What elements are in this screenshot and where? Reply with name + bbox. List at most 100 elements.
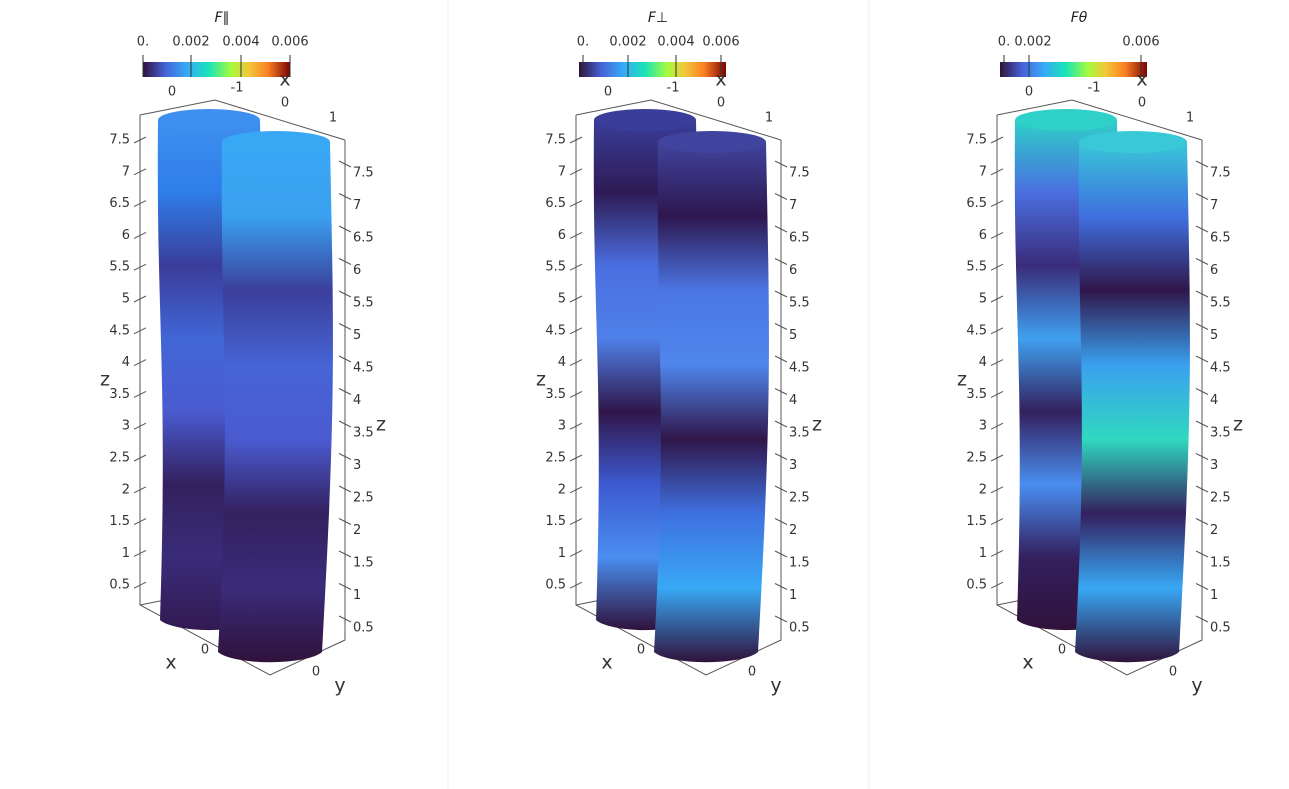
z-tick-label: 0.5 [353, 621, 374, 636]
z-tick-label: 2.5 [789, 491, 810, 506]
axis-tick [990, 454, 1004, 462]
axis-tick [774, 323, 788, 330]
axis-label: x [715, 69, 726, 91]
axis-tick [338, 160, 352, 168]
z-tick-label: 7 [979, 164, 987, 179]
z-tick-label: 4.5 [789, 361, 810, 376]
z-tick-label: 5 [353, 328, 361, 343]
z-tick-label: 1.5 [1210, 556, 1231, 571]
axis-label: z [536, 369, 546, 391]
z-tick-label: 5 [558, 292, 566, 307]
tube-surface [218, 142, 333, 663]
axis-tick [338, 518, 352, 525]
axis-tick [569, 136, 583, 144]
z-tick-label: 4.5 [1210, 361, 1231, 376]
axis-label: z [812, 414, 822, 436]
z-tick-label: 6.5 [789, 231, 810, 246]
z-tick-label: 1 [353, 588, 361, 603]
axis-tick-label: 0 [604, 85, 612, 100]
colorbar-tick-label: 0.002 [609, 35, 646, 50]
z-tick-label: 3 [122, 419, 130, 434]
colorbar-tick-label: 0.006 [702, 35, 739, 50]
colorbar-tick-label: 0.002 [1014, 35, 1051, 50]
z-tick-label: 1 [558, 546, 566, 561]
axis-tick [569, 518, 583, 526]
axis-tick [338, 615, 352, 623]
z-tick-label: 1.5 [789, 556, 810, 571]
z-tick-label: 2 [979, 482, 987, 497]
z-tick-label: 3.5 [966, 387, 987, 402]
axis-tick [569, 327, 583, 335]
axis-tick [990, 200, 1004, 208]
z-tick-label: 2 [558, 482, 566, 497]
z-tick-label: 7 [122, 164, 130, 179]
axis-tick [990, 231, 1004, 239]
z-tick-label: 2.5 [966, 451, 987, 466]
z-tick-label: 4 [1210, 393, 1218, 408]
axis-tick [569, 454, 583, 462]
z-tick-label: 6 [122, 228, 130, 243]
z-tick-label: 4.5 [109, 323, 130, 338]
axis-tick-label: 0 [201, 643, 209, 658]
axis-tick [133, 231, 147, 239]
axis-tick [569, 581, 583, 589]
axis-label: z [376, 414, 386, 436]
axis-tick [338, 388, 352, 395]
z-tick-label: 6.5 [966, 196, 987, 211]
axis-tick [133, 486, 147, 494]
axis-tick [133, 327, 147, 335]
axis-tick-label: 0 [312, 665, 320, 680]
axis-tick [990, 136, 1004, 144]
z-tick-label: 5 [789, 328, 797, 343]
axis-tick [338, 485, 352, 493]
z-tick-label: 4 [353, 393, 361, 408]
z-tick-label: 7 [353, 198, 361, 213]
axis-tick [990, 168, 1004, 176]
axis-tick [1195, 550, 1209, 558]
colorbar-tick-label: 0. [998, 35, 1010, 50]
z-tick-label: 7.5 [1210, 166, 1231, 181]
axis-tick [133, 518, 147, 526]
z-tick-label: 7.5 [966, 133, 987, 148]
axis-tick [774, 615, 788, 623]
axis-tick [990, 518, 1004, 526]
axis-tick [1195, 615, 1209, 623]
z-tick-label: 3.5 [545, 387, 566, 402]
z-tick-label: 4.5 [545, 323, 566, 338]
axis-tick [133, 295, 147, 303]
z-tick-label: 2.5 [545, 451, 566, 466]
z-tick-label: 0.5 [1210, 621, 1231, 636]
axis-tick [1195, 583, 1209, 590]
axis-label: x [1022, 652, 1033, 674]
z-tick-label: 0.5 [966, 578, 987, 593]
tube-surface [654, 142, 769, 663]
axis-tick [1195, 193, 1209, 200]
z-tick-label: 2 [789, 523, 797, 538]
axis-tick [774, 193, 788, 200]
panel: F⊥ 0. 0.002 0.004 0.006 0 -1 0 1 x 7.5 7 6.5 6 5.5 5 4.5… [536, 10, 822, 697]
tube-top [594, 109, 696, 131]
axis-tick [133, 359, 147, 367]
z-tick-label: 4 [789, 393, 797, 408]
z-tick-label: 5.5 [966, 260, 987, 275]
axis-label: x [165, 652, 176, 674]
panel: F∥ 0. 0.002 0.004 0.006 0 -1 0 1 x 7.5 7 6.5 6 5.5 5 4.5… [100, 10, 386, 697]
axis-tick [1195, 323, 1209, 330]
z-tick-label: 5.5 [545, 260, 566, 275]
axis-tick [990, 390, 1004, 398]
axis-tick [990, 486, 1004, 494]
z-tick-label: 5 [1210, 328, 1218, 343]
z-tick-label: 5 [979, 292, 987, 307]
axis-tick [774, 258, 788, 265]
z-tick-label: 6.5 [109, 196, 130, 211]
colorbar-tick-label: 0.006 [1122, 35, 1159, 50]
axis-tick [990, 327, 1004, 335]
axis-tick-label: -1 [231, 81, 244, 96]
axis-tick [569, 295, 583, 303]
z-tick-label: 1.5 [545, 514, 566, 529]
axis-tick [774, 550, 788, 558]
colorbar [579, 62, 726, 77]
axis-tick [569, 200, 583, 208]
axis-tick [774, 160, 788, 168]
axis-tick [1195, 453, 1209, 460]
